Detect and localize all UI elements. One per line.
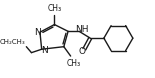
Text: N: N (41, 46, 48, 55)
Text: CH₃: CH₃ (47, 4, 62, 13)
Text: N: N (34, 28, 41, 37)
Text: O: O (78, 47, 85, 56)
Text: CH₂CH₃: CH₂CH₃ (0, 39, 25, 45)
Text: CH₃: CH₃ (66, 59, 80, 68)
Text: NH: NH (75, 25, 89, 34)
